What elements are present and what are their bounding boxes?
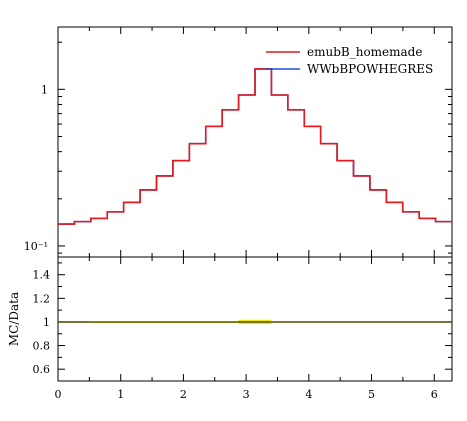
main-y-ticks: 1 10⁻¹ bbox=[24, 41, 452, 254]
ratio-x-tick-label: 5 bbox=[368, 388, 375, 401]
legend: emubB_homemade WWbBPOWHEGRES bbox=[266, 45, 433, 76]
ratio-x-tick-label: 6 bbox=[431, 388, 438, 401]
ratio-panel: 0.6 0.8 1 1.2 1.4 0 1 2 3 4 5 6 MC/Data bbox=[7, 256, 453, 401]
ratio-panel-frame bbox=[57, 256, 453, 382]
ratio-x-tick-label: 0 bbox=[55, 388, 62, 401]
ratio-y-tick-label: 1.4 bbox=[33, 269, 51, 282]
ratio-y-tick-label: 0.8 bbox=[33, 340, 51, 353]
ratio-y-tick-label: 0.6 bbox=[33, 363, 51, 376]
main-series bbox=[58, 68, 453, 225]
ratio-x-tick-label: 3 bbox=[243, 388, 250, 401]
legend-label-wwbb: WWbBPOWHEGRES bbox=[307, 62, 433, 76]
main-y-tick-label: 10⁻¹ bbox=[24, 240, 48, 253]
series-line-emubB_homemade bbox=[58, 68, 453, 225]
ratio-x-tick-label: 4 bbox=[305, 388, 312, 401]
ratio-x-tick-label: 1 bbox=[117, 388, 124, 401]
ratio-y-axis-title: MC/Data bbox=[7, 292, 21, 346]
main-x-ticks bbox=[57, 27, 435, 257]
ratio-y-tick-label: 1.2 bbox=[33, 292, 51, 305]
ratio-x-ticks: 0 1 2 3 4 5 6 bbox=[55, 257, 438, 401]
main-panel: 1 10⁻¹ emubB_homemade WWbBPOWHEGRES bbox=[24, 26, 453, 258]
main-y-tick-label: 1 bbox=[41, 83, 48, 96]
ratio-y-ticks: 0.6 0.8 1 1.2 1.4 bbox=[33, 262, 452, 382]
ratio-x-tick-label: 2 bbox=[180, 388, 187, 401]
legend-label-emubB: emubB_homemade bbox=[307, 45, 422, 59]
ratio-y-tick-label: 1 bbox=[43, 316, 50, 329]
